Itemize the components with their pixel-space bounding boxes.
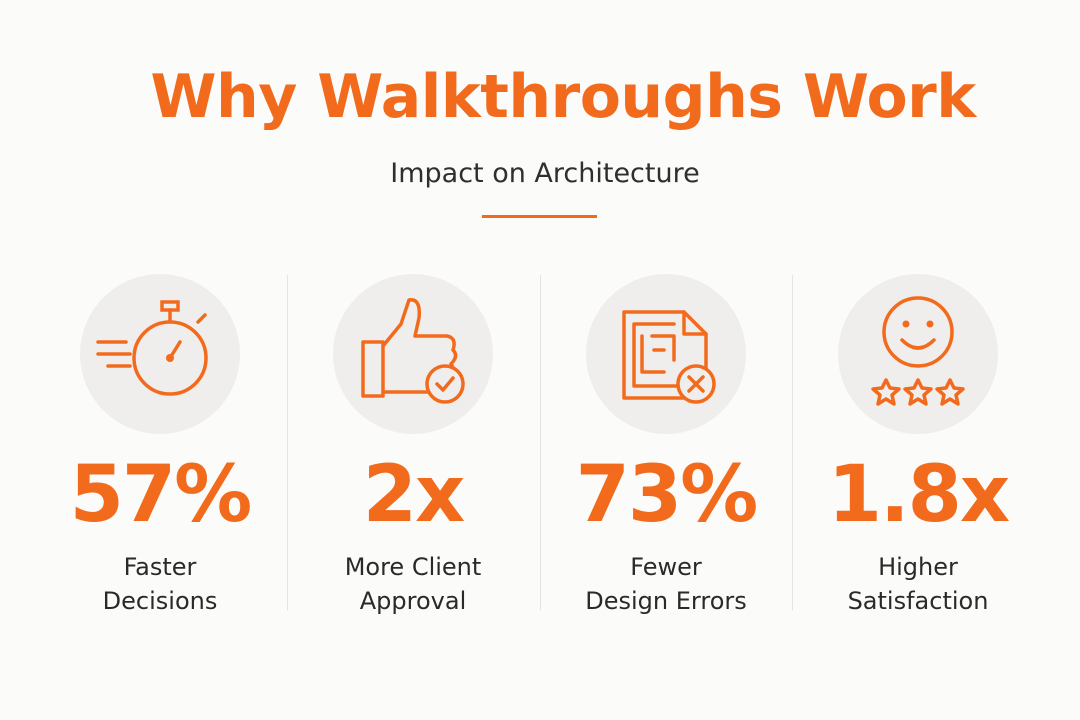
stat-value: 73%: [575, 450, 759, 540]
label-line: Satisfaction: [847, 587, 989, 615]
divider: [540, 275, 541, 610]
stat-value: 57%: [69, 450, 253, 540]
stat-label: Fewer Design Errors: [541, 550, 791, 618]
stat-card: 73% Fewer Design Errors: [541, 272, 791, 618]
divider: [792, 275, 793, 610]
satisfaction-icon: [838, 274, 998, 434]
title-underline: [482, 215, 597, 218]
stat-label: Higher Satisfaction: [793, 550, 1043, 618]
stat-value: 1.8x: [827, 450, 1011, 540]
stat-value: 2x: [362, 450, 466, 540]
label-line: Approval: [359, 587, 467, 615]
stat-label: More Client Approval: [288, 550, 538, 618]
blueprint-error-icon: [586, 274, 746, 434]
title: Why Walkthroughs Work: [150, 62, 976, 132]
label-line: Design Errors: [585, 587, 747, 615]
label-line: Fewer: [630, 553, 702, 581]
stat-label: Faster Decisions: [35, 550, 285, 618]
label-line: Higher: [878, 553, 958, 581]
label-line: Faster: [123, 553, 197, 581]
stat-card: 1.8x Higher Satisfaction: [793, 272, 1043, 618]
stat-card: 2x More Client Approval: [288, 272, 538, 618]
thumbs-up-icon: [333, 274, 493, 434]
stopwatch-icon: [80, 274, 240, 434]
subtitle: Impact on Architecture: [390, 158, 700, 189]
label-line: Decisions: [102, 587, 218, 615]
divider: [287, 275, 288, 610]
label-line: More Client: [344, 553, 482, 581]
stat-card: 57% Faster Decisions: [35, 272, 285, 618]
